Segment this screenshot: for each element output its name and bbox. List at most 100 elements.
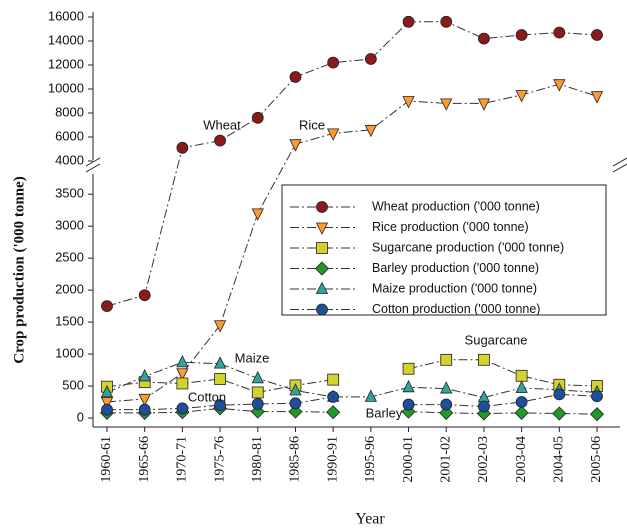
marker [289,139,302,152]
marker [289,397,302,410]
marker [364,53,377,65]
marker [214,399,226,412]
marker [314,261,330,276]
marker [553,388,566,401]
marker [440,381,453,394]
y-tick-label: 6000 [55,128,84,143]
marker [440,98,453,111]
x-tick-label: 1990-91 [325,436,340,483]
marker [251,386,264,399]
marker [176,141,189,154]
legend-label: Cotton production ('000 tonne) [372,302,540,316]
y-tick-label: 2000 [55,282,84,297]
marker [402,362,415,375]
marker [251,370,264,384]
x-tick-label: 2003-04 [514,436,529,483]
marker [327,373,340,386]
marker [553,26,566,39]
marker [100,397,114,410]
y-tick-label: 1500 [55,314,84,329]
annotation: Rice [299,117,325,132]
marker [589,407,605,422]
marker [440,15,453,28]
legend-label: Rice production ('000 tonne) [372,220,529,234]
marker [515,90,528,103]
marker [515,380,528,393]
marker [101,300,113,312]
annotation: Sugarcane [465,332,528,347]
series-line [106,83,598,403]
y-tick-label: 10000 [48,80,84,95]
marker [477,98,491,111]
y-axis-title: Crop production ('000 tonne) [11,176,27,363]
marker [552,406,567,421]
marker [402,379,415,393]
legend-label: Maize production ('000 tonne) [372,281,537,295]
axis-break [85,157,101,173]
annotation: Wheat [203,117,241,132]
marker [364,389,377,402]
marker [316,303,328,316]
axis-break [612,157,627,173]
marker [364,124,377,138]
marker [176,354,189,368]
marker [288,404,303,419]
y-tick-label: 3500 [55,186,84,201]
marker [251,111,264,124]
marker [590,91,604,104]
legend-entry: Wheat production ('000 tonne) [290,199,540,213]
annotation: Barley [366,405,403,420]
x-tick-label: 1965-66 [137,436,152,483]
y-tick-label: 0 [77,409,84,424]
marker [289,383,302,396]
y-tick-label: 3000 [55,218,84,233]
marker [591,29,603,41]
marker [316,242,328,254]
legend-entry: Sugarcane production ('000 tonne) [290,240,564,254]
marker [213,320,227,333]
x-tick-label: 2002-03 [476,436,491,483]
legend-label: Barley production ('000 tonne) [372,261,539,275]
marker [402,15,415,28]
marker [326,405,341,420]
x-tick-label: 1960-61 [99,436,114,483]
marker [515,396,528,408]
marker [176,368,189,381]
marker [289,71,302,83]
marker [515,29,528,41]
marker [402,398,415,411]
annotation: Cotton [188,389,226,404]
legend-entry: Rice production ('000 tonne) [290,220,529,235]
x-axis-title: Year [355,511,385,528]
y-tick-label: 1000 [55,345,84,360]
series-line [106,361,598,399]
marker [327,390,340,403]
marker [478,353,490,366]
x-tick-label: 2005-06 [589,436,604,483]
marker [515,369,528,382]
marker [316,201,328,213]
marker [214,134,226,147]
marker [478,400,490,413]
marker [553,79,566,92]
y-tick-label: 8000 [55,104,84,119]
marker [176,402,189,415]
y-tick-label: 500 [62,377,84,392]
marker [440,353,453,366]
marker [439,405,454,420]
marker [138,403,151,416]
marker [138,289,151,302]
legend-entry: Maize production ('000 tonne) [290,281,537,295]
legend-entry: Cotton production ('000 tonne) [290,302,540,316]
y-tick-label: 12000 [48,56,84,71]
x-tick-label: 1985-86 [288,436,303,483]
x-tick-label: 1975-76 [212,436,227,483]
x-tick-label: 2000-01 [401,436,416,483]
marker [101,403,113,416]
marker [327,128,340,141]
marker [138,393,151,407]
y-tick-label: 4000 [55,152,84,167]
marker [440,398,453,411]
x-tick-label: 1980-81 [250,436,265,483]
